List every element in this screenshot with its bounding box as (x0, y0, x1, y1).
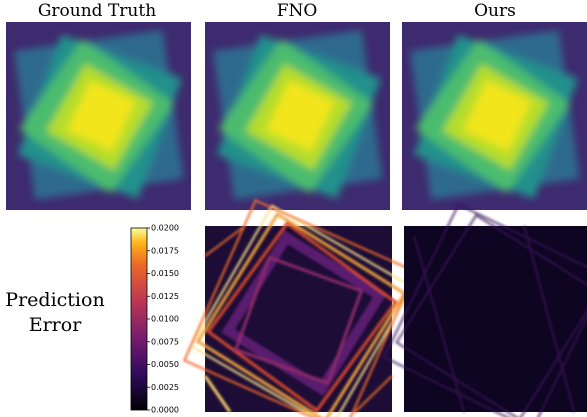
fno-image (205, 22, 390, 210)
colorbar-tick-label: 0.0125 (151, 292, 179, 301)
column-title: Ground Truth (38, 1, 156, 21)
colorbar-tick-label: 0.0075 (151, 337, 179, 346)
colorbar-tick-label: 0.0150 (151, 269, 179, 278)
column-title: Ours (474, 1, 516, 21)
row-label: Prediction Error (0, 288, 110, 338)
fno-error-image (184, 200, 415, 417)
figure: Ground Truth FNO Ours Prediction Error 0… (0, 0, 587, 417)
ours-error-image (384, 204, 587, 417)
ours-image (402, 22, 587, 210)
colorbar-tick-label: 0.0000 (151, 406, 179, 415)
column-titles: Ground Truth FNO Ours (38, 1, 516, 21)
colorbar-tick-label: 0.0050 (151, 360, 179, 369)
row-label-box: Prediction Error (0, 288, 110, 348)
colorbar-tick-label: 0.0100 (151, 315, 179, 324)
ground-truth-image (6, 22, 191, 210)
column-title: FNO (277, 1, 318, 21)
colorbar (131, 228, 147, 410)
colorbar-tick-label: 0.0025 (151, 383, 179, 392)
colorbar-ticks: 0.0000 0.0025 0.0050 0.0075 0.0100 0.0125 0.01… (147, 224, 179, 415)
colorbar-tick-label: 0.0175 (151, 246, 179, 255)
colorbar-tick-label: 0.0200 (151, 224, 179, 233)
